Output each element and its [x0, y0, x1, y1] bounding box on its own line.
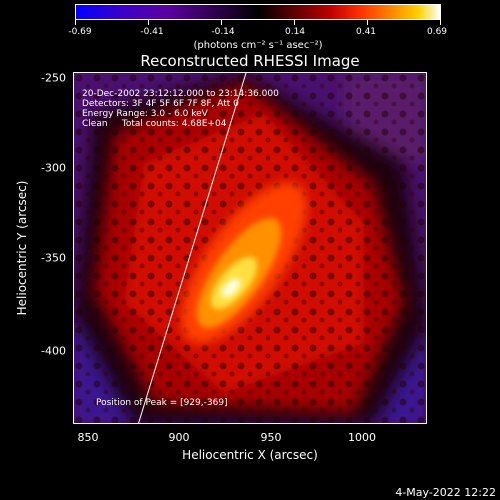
colorbar-tick-label: 0.41: [355, 27, 377, 37]
x-axis-label: Heliocentric X (arcsec): [182, 448, 318, 462]
y-tick-label: -400: [41, 344, 66, 358]
info-time: 20-Dec-2002 23:12:12.000 to 23:14:36.000: [82, 89, 279, 99]
colorbar-tickmark: [440, 20, 441, 25]
colorbar-tick-label: -0.14: [211, 27, 235, 37]
y-tick-label: -300: [41, 161, 66, 175]
info-detectors: Detectors: 3F 4F 5F 6F 7F 8F, Att 0: [82, 99, 239, 109]
colorbar: [75, 4, 441, 20]
colorbar-tickmark: [221, 20, 222, 25]
solar-limb-line: [138, 73, 247, 423]
colorbar-tickmark: [294, 20, 295, 25]
info-clean: Clean Total counts: 4.68E+04: [82, 119, 227, 129]
colorbar-units: (photons cm⁻² s⁻¹ asec⁻²): [193, 40, 323, 51]
plot-title: Reconstructed RHESSI Image: [140, 52, 360, 70]
image-plot: 20-Dec-2002 23:12:12.000 to 23:14:36.000…: [73, 72, 427, 424]
info-energy: Energy Range: 3.0 - 6.0 keV: [82, 109, 208, 119]
y-tick-label: -350: [41, 251, 66, 265]
colorbar-tickmark: [367, 20, 368, 25]
x-tick-label: 900: [168, 431, 190, 444]
y-axis-label: Heliocentric Y (arcsec): [15, 180, 29, 316]
colorbar-tickmark: [148, 20, 149, 25]
y-tick-label: -250: [41, 71, 66, 85]
x-tick-label: 950: [260, 431, 282, 444]
colorbar-tick-label: -0.69: [68, 27, 92, 37]
x-tick-label: 1000: [348, 431, 376, 444]
colorbar-tickmark: [75, 20, 76, 25]
rhessi-image: [74, 73, 426, 423]
footer-date: 4-May-2022 12:22: [395, 486, 496, 499]
info-peak: Position of Peak = [929,-369]: [96, 398, 228, 408]
colorbar-tick-label: -0.41: [140, 27, 164, 37]
colorbar-tick-label: 0.69: [426, 27, 448, 37]
x-tick-label: 850: [77, 431, 99, 444]
colorbar-tick-label: 0.14: [284, 27, 306, 37]
